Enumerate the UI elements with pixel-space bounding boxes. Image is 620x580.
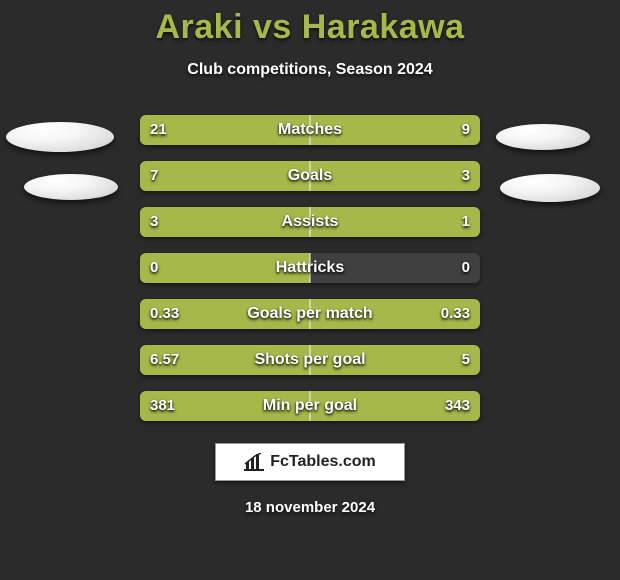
source-badge: FcTables.com <box>215 443 405 481</box>
footer-date: 18 november 2024 <box>0 499 620 516</box>
bar-label: Goals per match <box>140 299 480 329</box>
player-right-avatar-1 <box>496 124 590 150</box>
bar-label: Goals <box>140 161 480 191</box>
comparison-bars: 219Matches 73Goals 31Assists 00Hattricks 0.3… <box>140 115 480 421</box>
stat-bar: 219Matches <box>140 115 480 145</box>
page-title: Araki vs Harakawa <box>0 0 620 47</box>
bar-label: Min per goal <box>140 391 480 421</box>
player-right-avatar-2 <box>500 174 600 202</box>
stat-bar: 73Goals <box>140 161 480 191</box>
comparison-infographic: Araki vs Harakawa Club competitions, Sea… <box>0 0 620 580</box>
stat-bar: 31Assists <box>140 207 480 237</box>
player-left-avatar-1 <box>6 122 114 152</box>
stat-bar: 00Hattricks <box>140 253 480 283</box>
stat-bar: 381343Min per goal <box>140 391 480 421</box>
bar-label: Hattricks <box>140 253 480 283</box>
bar-label: Assists <box>140 207 480 237</box>
page-subtitle: Club competitions, Season 2024 <box>0 61 620 79</box>
bar-label: Shots per goal <box>140 345 480 375</box>
player-left-avatar-2 <box>24 174 118 200</box>
stat-bar: 6.575Shots per goal <box>140 345 480 375</box>
stat-bar: 0.330.33Goals per match <box>140 299 480 329</box>
bar-label: Matches <box>140 115 480 145</box>
source-text: FcTables.com <box>270 453 376 471</box>
chart-icon <box>244 453 264 471</box>
